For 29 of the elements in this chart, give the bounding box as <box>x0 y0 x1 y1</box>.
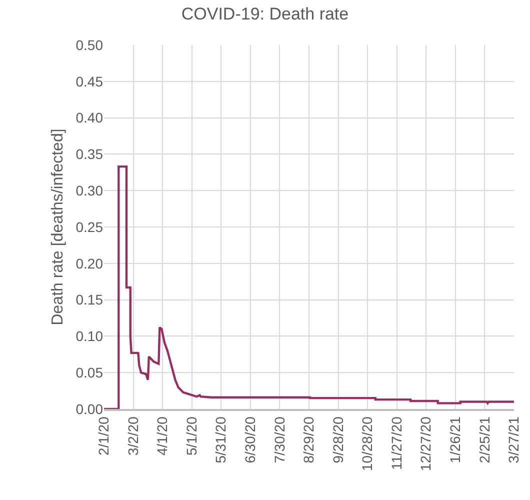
y-tick-label: 0.40 <box>76 110 104 126</box>
y-tick-label: 0.20 <box>76 255 104 272</box>
x-tick-label: 2/1/20 <box>96 416 112 456</box>
chart-title: COVID-19: Death rate <box>181 4 349 24</box>
y-tick-label: 0.10 <box>76 328 104 344</box>
x-tick-label: 12/27/20 <box>418 416 434 472</box>
x-tick-label: 10/28/20 <box>359 416 376 472</box>
line-series <box>104 165 514 409</box>
x-tick-label: 11/27/20 <box>388 416 404 470</box>
y-tick-label: 0.25 <box>76 218 104 235</box>
x-tick-label: 2/25/21 <box>476 416 492 464</box>
x-tick-label: 6/30/20 <box>242 416 258 464</box>
x-tick-label: 8/29/20 <box>300 416 317 464</box>
y-tick-label: 0.00 <box>76 400 104 417</box>
y-tick-label: 0.50 <box>76 36 104 53</box>
y-tick-label: 0.45 <box>76 73 104 90</box>
x-tick-label: 3/27/21 <box>506 416 522 464</box>
y-axis-title: Death rate [deaths/infected] <box>50 128 67 326</box>
x-tick-label: 5/31/20 <box>212 416 229 464</box>
x-tick-label: 3/2/20 <box>124 416 141 456</box>
x-tick-label: 7/30/20 <box>271 416 288 464</box>
x-tick-label: 4/1/20 <box>154 416 170 456</box>
x-tick-label: 5/1/20 <box>183 416 200 456</box>
y-tick-label: 0.35 <box>76 146 104 162</box>
y-tick-label: 0.05 <box>76 364 104 380</box>
y-tick-label: 0.30 <box>76 182 104 198</box>
x-tick-label: 9/28/20 <box>330 416 346 464</box>
x-tick-label: 1/26/21 <box>446 416 463 464</box>
y-tick-label: 0.15 <box>76 292 104 308</box>
